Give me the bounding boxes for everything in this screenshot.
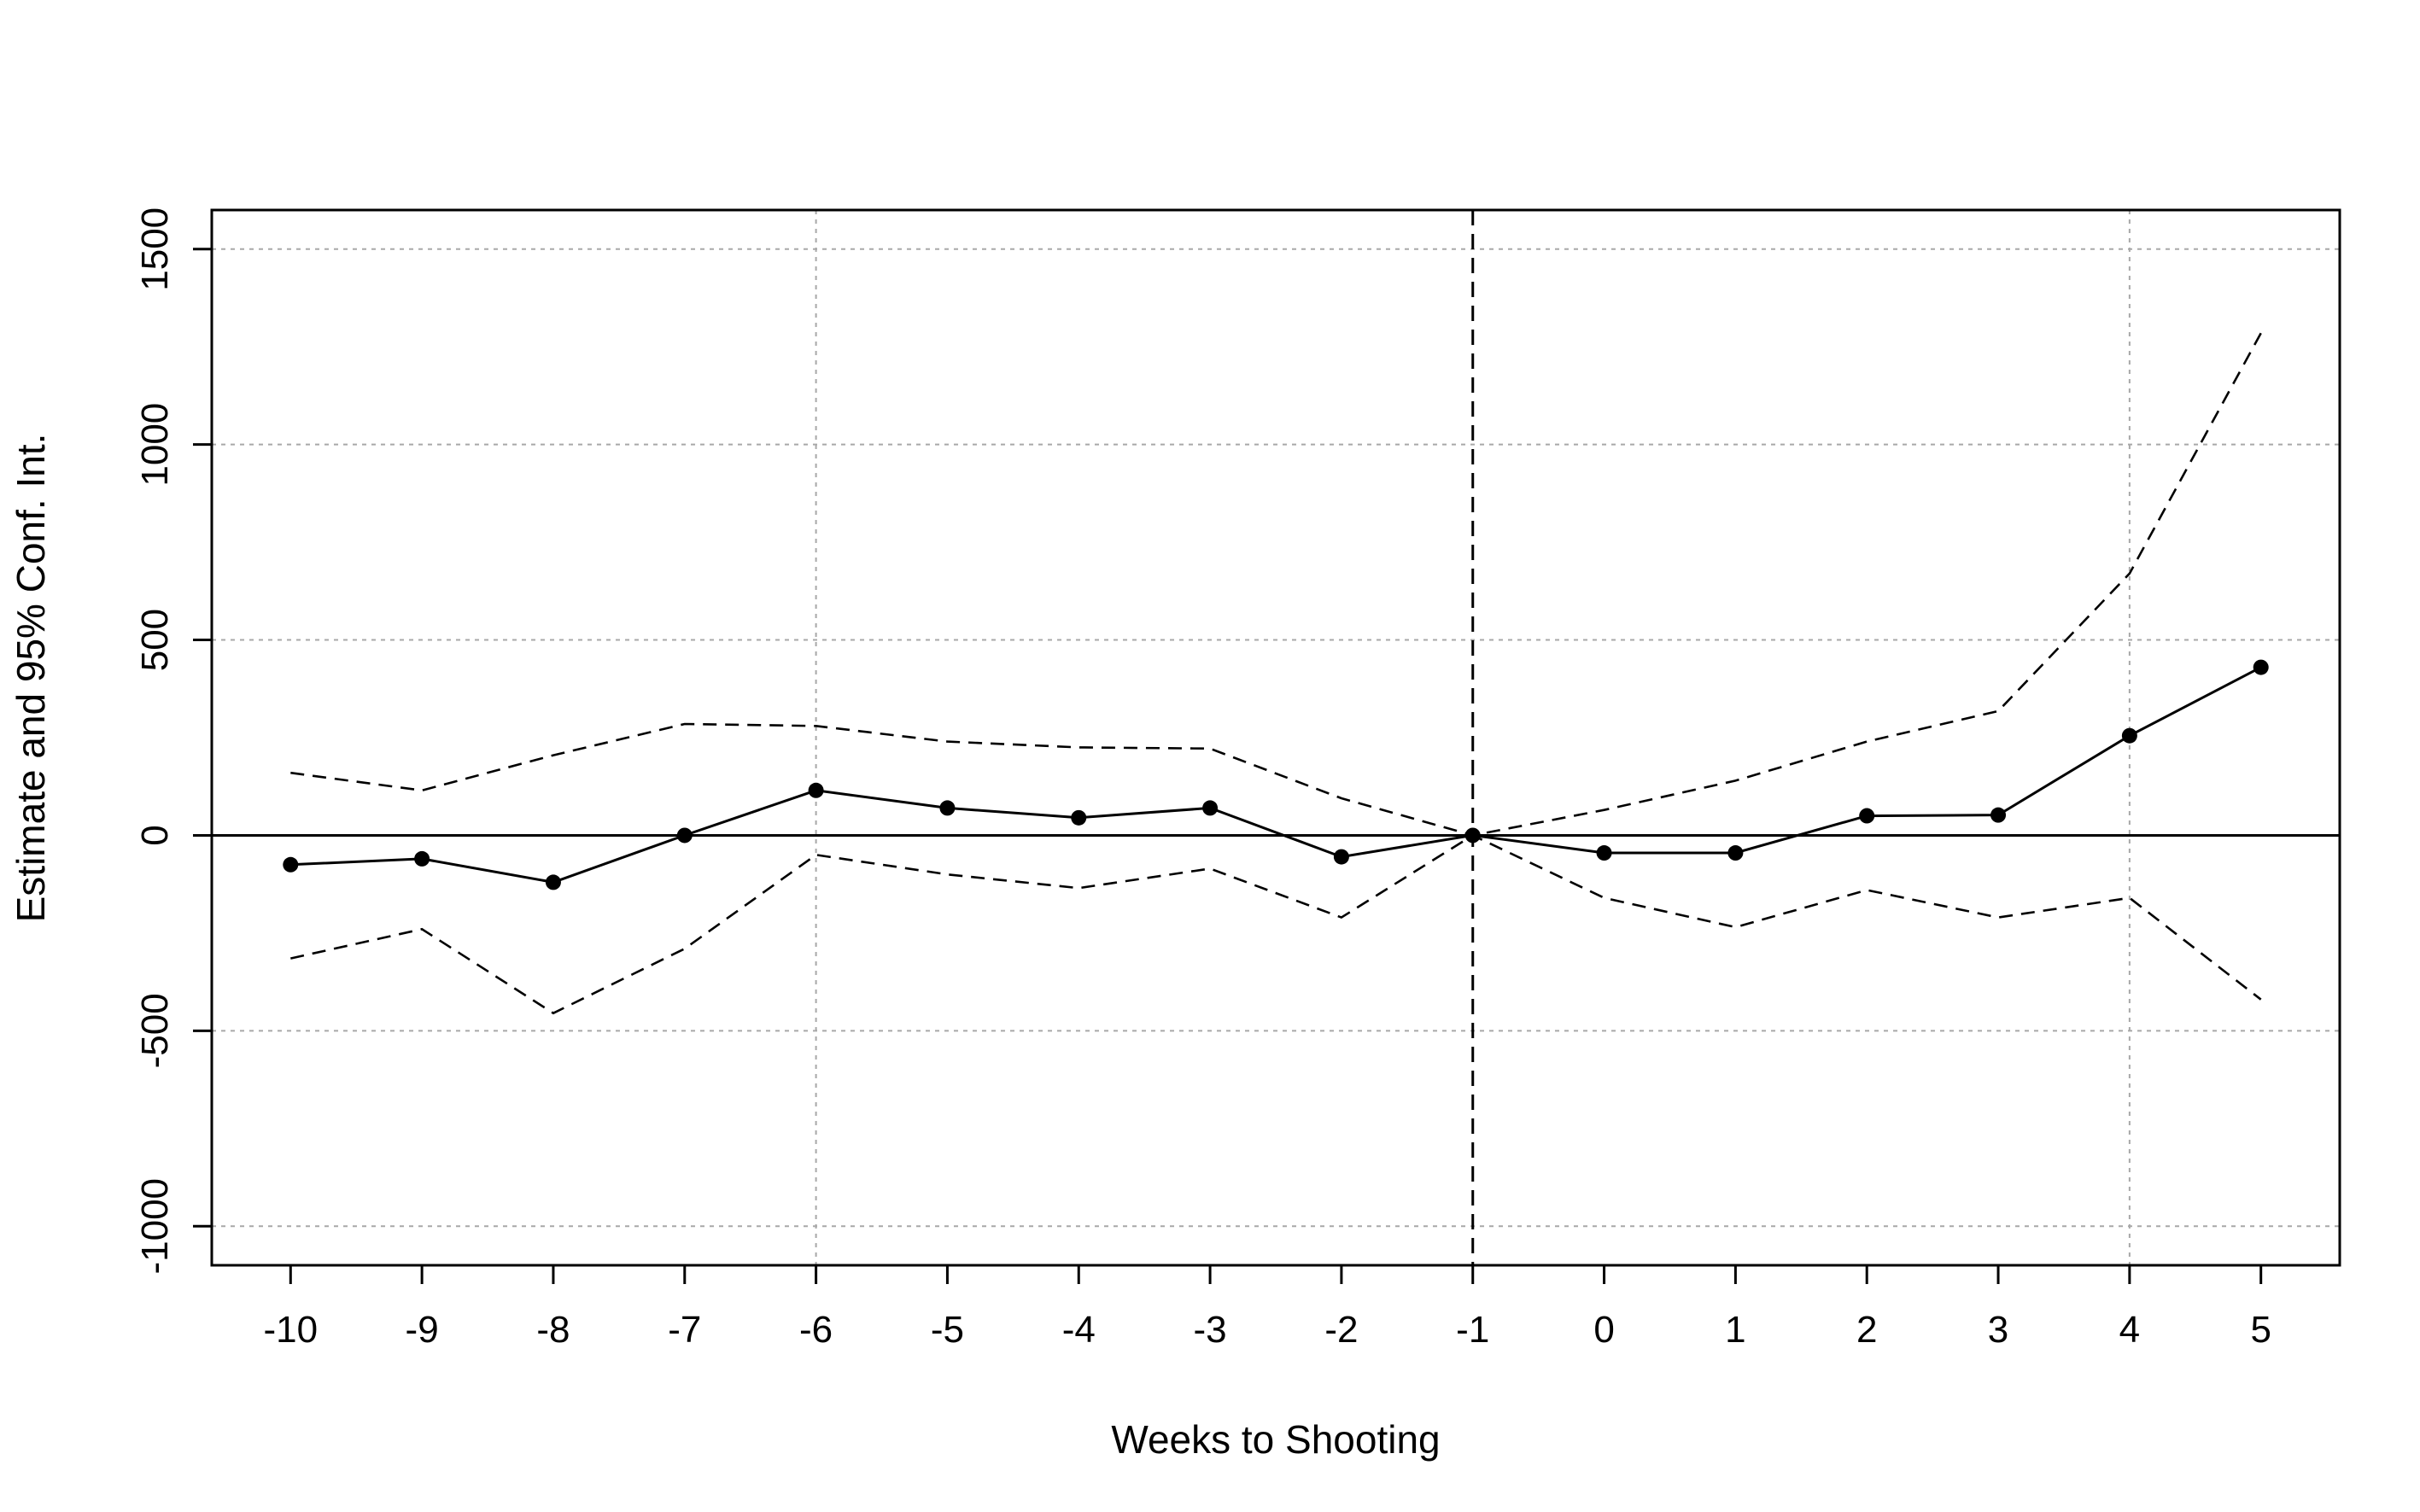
estimate-point (676, 827, 693, 844)
y-tick-label: 1000 (134, 403, 176, 487)
estimate-point (283, 856, 299, 873)
x-tick-label: 4 (2119, 1309, 2140, 1351)
estimate-point (414, 850, 430, 867)
y-axis: -1000 -500 0 500 1000 1500 (134, 207, 212, 1275)
estimate-point (2253, 659, 2269, 675)
x-tick-label: -6 (799, 1309, 833, 1351)
estimate-point (2121, 727, 2137, 744)
estimate-points (283, 659, 2269, 890)
estimate-point (545, 874, 561, 890)
estimate-point (1202, 800, 1219, 816)
y-tick-label: 0 (134, 825, 176, 845)
y-tick-label: -500 (134, 993, 176, 1068)
lower-line (290, 833, 2262, 1015)
x-tick-label: 5 (2250, 1309, 2271, 1351)
x-tick-label: -5 (931, 1309, 964, 1351)
x-tick-label: -10 (263, 1309, 318, 1351)
x-tick-label: -3 (1194, 1309, 1227, 1351)
estimate-point (1859, 808, 1875, 824)
estimate-point (1596, 845, 1612, 861)
x-tick-label: -8 (536, 1309, 570, 1351)
estimate-point (1071, 809, 1087, 826)
x-tick-label: -7 (668, 1309, 701, 1351)
x-axis-title: Weeks to Shooting (1111, 1417, 1440, 1462)
x-tick-label: 0 (1593, 1309, 1614, 1351)
x-tick-label: -2 (1324, 1309, 1358, 1351)
x-tick-label: 3 (1988, 1309, 2008, 1351)
estimate-point (1990, 807, 2007, 823)
y-axis-title: Estimate and 95% Conf. Int. (9, 434, 53, 923)
estimate-point (808, 782, 824, 798)
y-tick-label: 1500 (134, 207, 176, 291)
x-tick-label: 2 (1856, 1309, 1877, 1351)
y-tick-label: -1000 (134, 1178, 176, 1275)
estimate-point (939, 800, 956, 816)
series-lines (290, 332, 2262, 1015)
x-tick-label: -9 (406, 1309, 439, 1351)
estimate-line (290, 666, 2262, 884)
x-tick-label: 1 (1725, 1309, 1745, 1351)
reference-lines (212, 210, 2340, 1265)
upper-line (290, 332, 2262, 837)
estimate-point (1464, 827, 1481, 844)
x-tick-label: -4 (1062, 1309, 1096, 1351)
x-tick-label: -1 (1456, 1309, 1489, 1351)
plot-frame (210, 208, 2341, 1267)
x-axis: -10 -9 -8 -7 -6 -5 -4 -3 -2 -1 0 1 2 3 4 5 (263, 1265, 2271, 1351)
y-tick-label: 500 (134, 609, 176, 671)
estimate-point (1727, 845, 1744, 861)
estimate-point (1333, 849, 1349, 865)
grid-lines (212, 210, 2340, 1265)
